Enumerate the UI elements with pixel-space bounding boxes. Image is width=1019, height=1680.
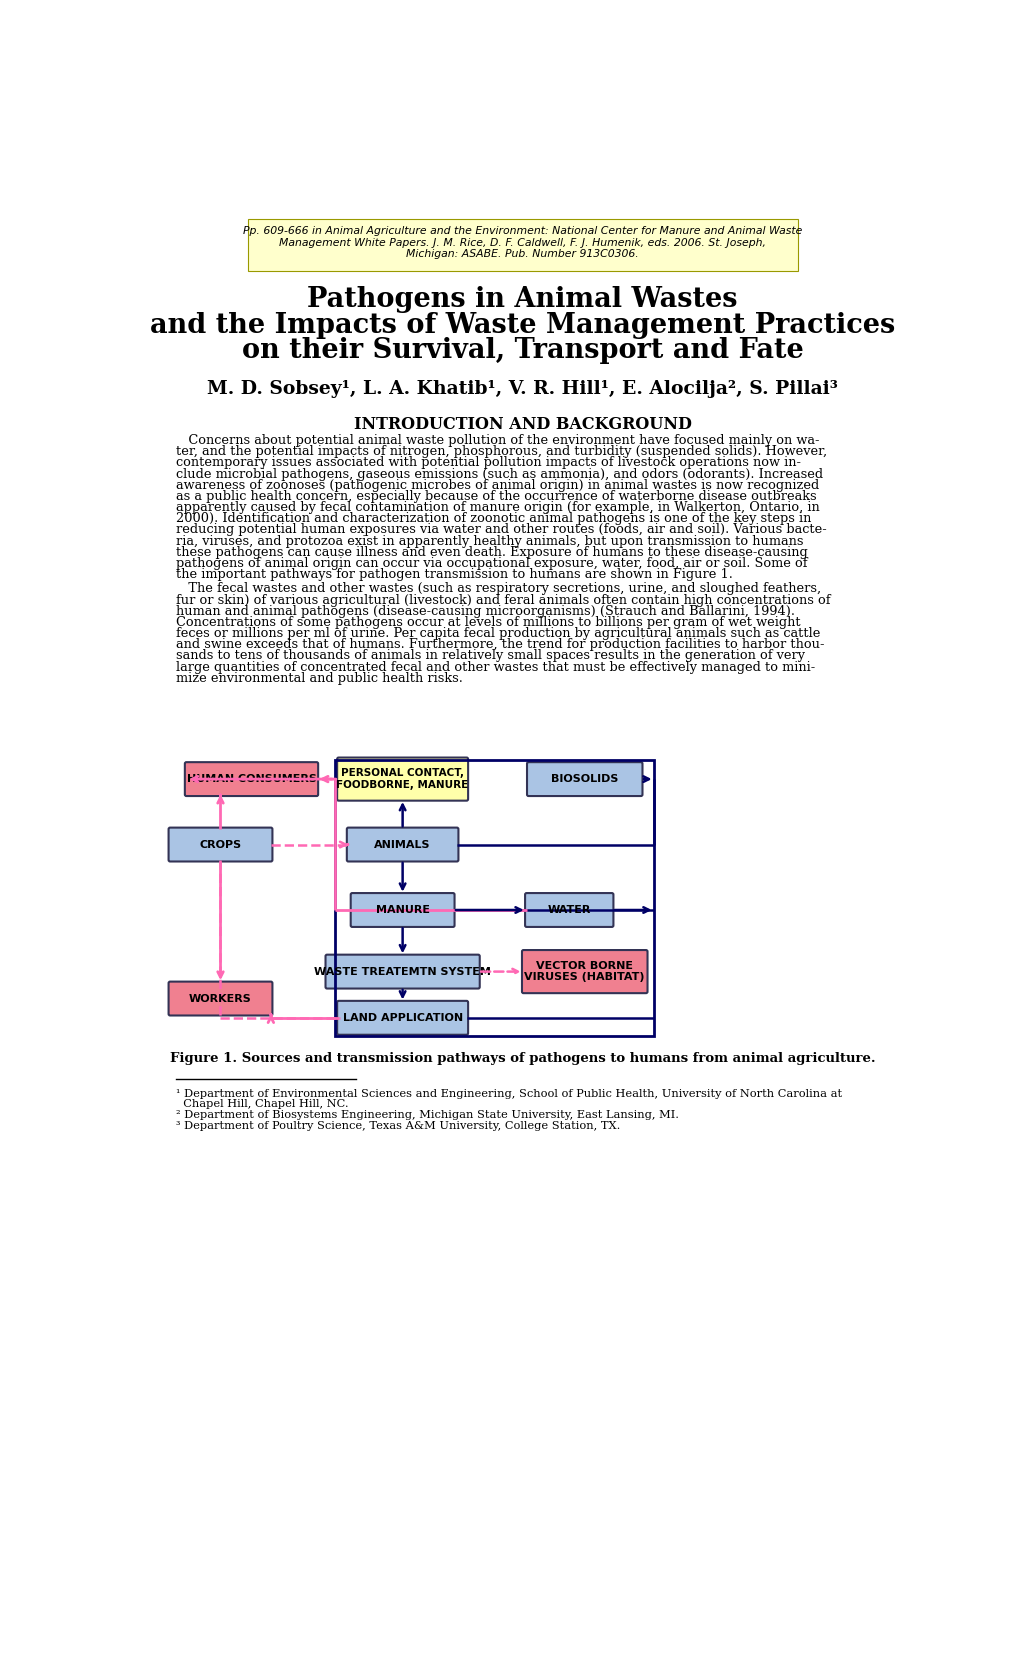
Text: contemporary issues associated with potential pollution impacts of livestock ope: contemporary issues associated with pote… (175, 457, 800, 469)
Text: fur or skin) of various agricultural (livestock) and feral animals often contain: fur or skin) of various agricultural (li… (175, 593, 829, 606)
Text: Management White Papers. J. M. Rice, D. F. Caldwell, F. J. Humenik, eds. 2006. S: Management White Papers. J. M. Rice, D. … (279, 239, 765, 247)
Text: the important pathways for pathogen transmission to humans are shown in Figure 1: the important pathways for pathogen tran… (175, 568, 732, 581)
Text: reducing potential human exposures via water and other routes (foods, air and so: reducing potential human exposures via w… (175, 524, 825, 536)
FancyBboxPatch shape (184, 763, 318, 796)
Text: clude microbial pathogens, gaseous emissions (such as ammonia), and odors (odora: clude microbial pathogens, gaseous emiss… (175, 467, 822, 480)
Text: ¹ Department of Environmental Sciences and Engineering, School of Public Health,: ¹ Department of Environmental Sciences a… (175, 1089, 841, 1099)
Text: Chapel Hill, Chapel Hill, NC.: Chapel Hill, Chapel Hill, NC. (175, 1099, 347, 1109)
FancyBboxPatch shape (337, 758, 468, 801)
Text: MANURE: MANURE (375, 906, 429, 916)
Text: INTRODUCTION AND BACKGROUND: INTRODUCTION AND BACKGROUND (354, 415, 691, 433)
Text: Pathogens in Animal Wastes: Pathogens in Animal Wastes (307, 286, 738, 312)
Text: The fecal wastes and other wastes (such as respiratory secretions, urine, and sl: The fecal wastes and other wastes (such … (175, 583, 820, 595)
Text: and the Impacts of Waste Management Practices: and the Impacts of Waste Management Prac… (150, 312, 895, 339)
Text: Figure 1. Sources and transmission pathways of pathogens to humans from animal a: Figure 1. Sources and transmission pathw… (170, 1052, 874, 1065)
Text: 2000). Identification and characterization of zoonotic animal pathogens is one o: 2000). Identification and characterizati… (175, 512, 810, 526)
Text: these pathogens can cause illness and even death. Exposure of humans to these di: these pathogens can cause illness and ev… (175, 546, 806, 559)
Text: ANIMALS: ANIMALS (374, 840, 430, 850)
Text: human and animal pathogens (disease-causing microorganisms) (Strauch and Ballari: human and animal pathogens (disease-caus… (175, 605, 794, 618)
Text: WATER: WATER (547, 906, 590, 916)
Text: HUMAN CONSUMERS: HUMAN CONSUMERS (186, 774, 316, 785)
Text: apparently caused by fecal contamination of manure origin (for example, in Walke: apparently caused by fecal contamination… (175, 501, 818, 514)
Text: large quantities of concentrated fecal and other wastes that must be effectively: large quantities of concentrated fecal a… (175, 660, 814, 674)
Text: CROPS: CROPS (200, 840, 242, 850)
Text: PERSONAL CONTACT,
FOODBORNE, MANURE: PERSONAL CONTACT, FOODBORNE, MANURE (336, 768, 469, 790)
Text: ria, viruses, and protozoa exist in apparently healthy animals, but upon transmi: ria, viruses, and protozoa exist in appa… (175, 534, 802, 548)
Text: LAND APPLICATION: LAND APPLICATION (342, 1013, 463, 1023)
FancyBboxPatch shape (337, 1001, 468, 1035)
Text: WASTE TREATEMTN SYSTEM: WASTE TREATEMTN SYSTEM (314, 966, 490, 976)
Bar (334, 759, 654, 1035)
FancyBboxPatch shape (525, 894, 612, 927)
FancyBboxPatch shape (522, 951, 647, 993)
Text: BIOSOLIDS: BIOSOLIDS (550, 774, 618, 785)
Text: as a public health concern, especially because of the occurrence of waterborne d: as a public health concern, especially b… (175, 491, 815, 502)
Text: WORKERS: WORKERS (189, 993, 252, 1003)
FancyBboxPatch shape (168, 828, 272, 862)
Text: Pp. 609-666 in Animal Agriculture and the Environment: National Center for Manur: Pp. 609-666 in Animal Agriculture and th… (243, 227, 802, 237)
FancyBboxPatch shape (248, 218, 797, 270)
FancyBboxPatch shape (527, 763, 642, 796)
Text: Concentrations of some pathogens occur at levels of millions to billions per gra: Concentrations of some pathogens occur a… (175, 617, 799, 628)
Text: M. D. Sobsey¹, L. A. Khatib¹, V. R. Hill¹, E. Alocilja², S. Pillai³: M. D. Sobsey¹, L. A. Khatib¹, V. R. Hill… (207, 380, 838, 398)
Text: mize environmental and public health risks.: mize environmental and public health ris… (175, 672, 462, 685)
Text: on their Survival, Transport and Fate: on their Survival, Transport and Fate (242, 338, 803, 365)
FancyBboxPatch shape (346, 828, 458, 862)
Text: ² Department of Biosystems Engineering, Michigan State University, East Lansing,: ² Department of Biosystems Engineering, … (175, 1110, 678, 1121)
Text: feces or millions per ml of urine. Per capita fecal production by agricultural a: feces or millions per ml of urine. Per c… (175, 627, 819, 640)
Text: pathogens of animal origin can occur via occupational exposure, water, food, air: pathogens of animal origin can occur via… (175, 558, 806, 570)
FancyBboxPatch shape (325, 954, 479, 988)
Text: ter, and the potential impacts of nitrogen, phosphorous, and turbidity (suspende: ter, and the potential impacts of nitrog… (175, 445, 825, 459)
Text: Michigan: ASABE. Pub. Number 913C0306.: Michigan: ASABE. Pub. Number 913C0306. (406, 249, 639, 259)
Text: Concerns about potential animal waste pollution of the environment have focused : Concerns about potential animal waste po… (175, 433, 818, 447)
FancyBboxPatch shape (168, 981, 272, 1015)
Text: sands to tens of thousands of animals in relatively small spaces results in the : sands to tens of thousands of animals in… (175, 650, 804, 662)
FancyBboxPatch shape (351, 894, 454, 927)
Text: ³ Department of Poultry Science, Texas A&M University, College Station, TX.: ³ Department of Poultry Science, Texas A… (175, 1121, 620, 1131)
Text: and swine exceeds that of humans. Furthermore, the trend for production faciliti: and swine exceeds that of humans. Furthe… (175, 638, 823, 652)
Text: VECTOR BORNE
VIRUSES (HABITAT): VECTOR BORNE VIRUSES (HABITAT) (524, 961, 644, 983)
Text: awareness of zoonoses (pathogenic microbes of animal origin) in animal wastes is: awareness of zoonoses (pathogenic microb… (175, 479, 818, 492)
